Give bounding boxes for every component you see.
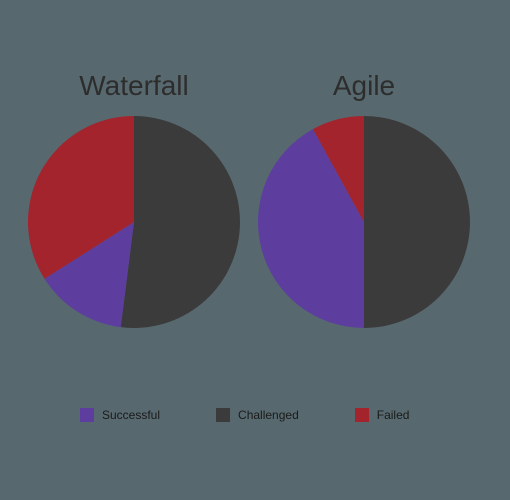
legend-swatch-failed <box>355 408 369 422</box>
chart-title-waterfall: Waterfall <box>79 70 188 102</box>
legend: Successful Challenged Failed <box>80 408 409 422</box>
legend-item-successful: Successful <box>80 408 160 422</box>
pie-slice-challenged <box>121 116 240 328</box>
legend-swatch-challenged <box>216 408 230 422</box>
legend-swatch-successful <box>80 408 94 422</box>
pie-slice-challenged <box>364 116 470 328</box>
legend-item-failed: Failed <box>355 408 410 422</box>
chart-agile: Agile <box>258 70 470 328</box>
charts-container: Waterfall Agile <box>28 70 470 328</box>
chart-title-agile: Agile <box>333 70 395 102</box>
legend-item-challenged: Challenged <box>216 408 299 422</box>
legend-label-failed: Failed <box>377 408 410 422</box>
legend-label-challenged: Challenged <box>238 408 299 422</box>
chart-waterfall: Waterfall <box>28 70 240 328</box>
pie-waterfall <box>28 116 240 328</box>
legend-label-successful: Successful <box>102 408 160 422</box>
pie-agile <box>258 116 470 328</box>
